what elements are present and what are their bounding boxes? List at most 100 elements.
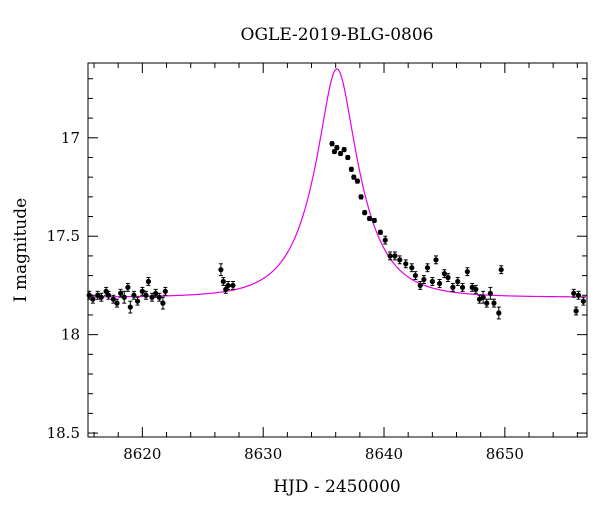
data-point bbox=[571, 288, 577, 298]
x-tick-label: 8650 bbox=[486, 445, 524, 463]
point-marker bbox=[464, 269, 470, 275]
point-marker bbox=[153, 290, 159, 296]
data-point bbox=[424, 263, 431, 273]
point-marker bbox=[341, 147, 347, 153]
point-marker bbox=[125, 284, 131, 290]
data-point bbox=[162, 286, 168, 296]
point-marker bbox=[103, 288, 109, 294]
data-point bbox=[473, 284, 479, 294]
data-point bbox=[403, 259, 409, 269]
data-point bbox=[464, 267, 470, 277]
point-marker bbox=[412, 272, 419, 279]
point-marker bbox=[445, 274, 451, 281]
point-marker bbox=[392, 253, 398, 259]
data-point bbox=[114, 298, 120, 308]
data-point bbox=[397, 255, 403, 265]
point-marker bbox=[162, 288, 168, 294]
data-point bbox=[575, 290, 582, 300]
point-marker bbox=[366, 215, 373, 222]
point-marker bbox=[331, 148, 338, 155]
data-point bbox=[496, 306, 502, 320]
point-marker bbox=[417, 282, 423, 289]
data-point bbox=[153, 288, 159, 298]
data-point bbox=[220, 277, 226, 286]
point-marker bbox=[484, 300, 490, 306]
data-point bbox=[131, 290, 137, 300]
data-point bbox=[351, 174, 357, 180]
data-point bbox=[230, 280, 236, 290]
point-marker bbox=[455, 278, 461, 285]
data-point bbox=[362, 210, 368, 216]
data-point bbox=[337, 150, 344, 157]
point-marker bbox=[127, 304, 133, 310]
data-point bbox=[329, 141, 335, 147]
data-point bbox=[345, 154, 351, 161]
point-marker bbox=[329, 141, 335, 147]
x-tick-label: 8630 bbox=[244, 445, 282, 463]
data-point bbox=[421, 275, 427, 284]
point-marker bbox=[377, 229, 383, 235]
point-marker bbox=[230, 282, 236, 289]
point-marker bbox=[429, 278, 435, 285]
data-point bbox=[487, 286, 493, 300]
y-tick-label: 18 bbox=[61, 326, 80, 344]
point-marker bbox=[345, 154, 351, 161]
point-marker bbox=[134, 298, 141, 304]
data-point bbox=[409, 263, 415, 273]
point-marker bbox=[131, 292, 137, 298]
point-marker bbox=[121, 294, 127, 300]
data-point bbox=[433, 255, 439, 265]
data-point bbox=[580, 296, 586, 306]
point-marker bbox=[403, 261, 409, 267]
point-marker bbox=[98, 294, 104, 300]
point-marker bbox=[459, 284, 466, 290]
point-marker bbox=[498, 267, 504, 273]
x-axis-label: HJD - 2450000 bbox=[273, 477, 401, 497]
data-point bbox=[491, 298, 497, 308]
point-marker bbox=[421, 276, 427, 283]
point-marker bbox=[436, 280, 443, 287]
point-marker bbox=[382, 237, 388, 243]
point-marker bbox=[387, 253, 393, 259]
plot-frame bbox=[87, 62, 588, 438]
point-marker bbox=[496, 310, 502, 316]
point-marker bbox=[110, 296, 116, 302]
point-marker bbox=[143, 292, 149, 298]
data-point bbox=[121, 290, 127, 304]
point-marker bbox=[480, 294, 486, 300]
point-marker bbox=[160, 300, 166, 306]
chart-title: OGLE-2019-BLG-0806 bbox=[241, 25, 434, 45]
point-marker bbox=[397, 257, 403, 263]
point-marker bbox=[348, 166, 354, 172]
point-marker bbox=[218, 267, 224, 273]
data-point bbox=[429, 277, 435, 286]
data-point bbox=[341, 147, 347, 153]
point-marker bbox=[473, 286, 479, 292]
data-point bbox=[145, 277, 152, 286]
y-tick-label: 18.5 bbox=[47, 424, 80, 442]
data-point bbox=[334, 145, 340, 151]
data-point bbox=[225, 280, 231, 290]
point-marker bbox=[571, 290, 577, 296]
point-marker bbox=[118, 290, 124, 296]
data-point bbox=[450, 282, 456, 292]
point-marker bbox=[220, 278, 226, 285]
x-tick-label: 8620 bbox=[123, 445, 161, 463]
point-marker bbox=[337, 150, 344, 157]
data-point bbox=[377, 229, 383, 235]
data-point bbox=[498, 265, 504, 275]
data-point bbox=[125, 282, 131, 292]
point-marker bbox=[580, 298, 586, 304]
model-curve bbox=[88, 68, 588, 298]
data-points bbox=[86, 141, 586, 320]
data-point bbox=[455, 277, 461, 286]
data-point bbox=[445, 273, 451, 282]
point-marker bbox=[225, 282, 231, 289]
point-marker bbox=[433, 257, 439, 263]
y-tick-label: 17 bbox=[61, 129, 80, 147]
point-marker bbox=[424, 265, 431, 271]
data-point bbox=[392, 251, 398, 261]
point-marker bbox=[223, 286, 229, 292]
point-marker bbox=[409, 265, 415, 271]
